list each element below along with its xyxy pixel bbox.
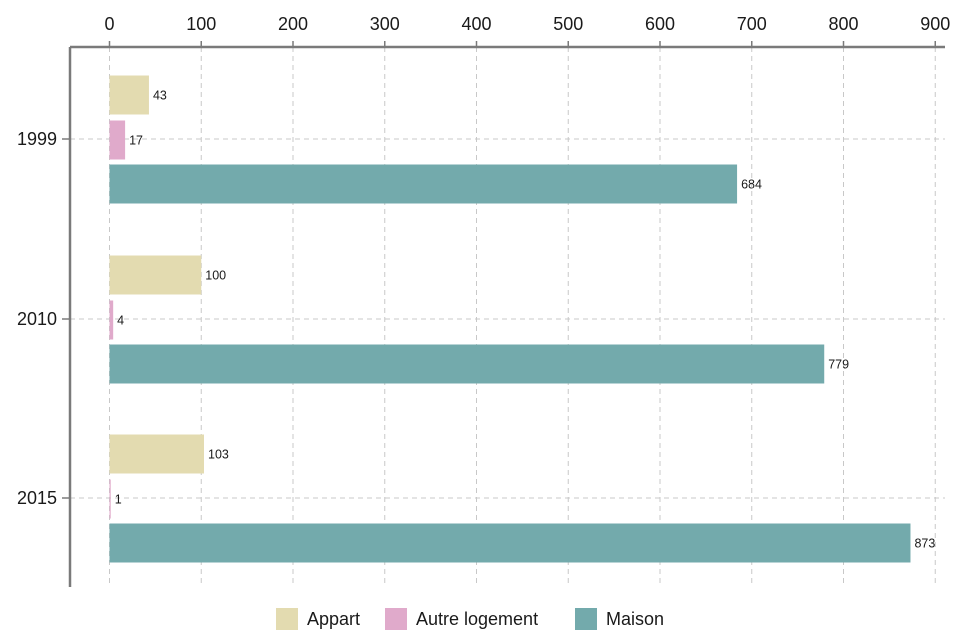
legend-label: Maison (606, 609, 664, 629)
bar-value-label: 1 (115, 493, 122, 507)
bar-value-label: 779 (828, 358, 849, 372)
bar-value-label: 684 (741, 178, 762, 192)
y-tick-label: 1999 (17, 129, 57, 149)
x-tick-label: 200 (278, 14, 308, 34)
bar-value-label: 873 (914, 537, 935, 551)
bar-maison (109, 164, 738, 204)
x-tick-label: 600 (645, 14, 675, 34)
grid (70, 47, 945, 587)
x-tick-label: 100 (186, 14, 216, 34)
y-tick-label: 2015 (17, 488, 57, 508)
legend: Appart Autre logement Maison (276, 608, 664, 630)
y-axis-ticks: 1999 2010 2015 (17, 129, 70, 508)
bar-appart (109, 255, 202, 295)
legend-swatch-appart (276, 608, 298, 630)
x-tick-label: 300 (370, 14, 400, 34)
data-labels: 43 17 684 100 4 779 103 1 873 (115, 89, 936, 551)
bar-maison (109, 523, 911, 563)
legend-label: Autre logement (416, 609, 538, 629)
bar-autre-logement (109, 300, 114, 340)
bar-value-label: 103 (208, 448, 229, 462)
y-tick-label: 2010 (17, 309, 57, 329)
x-tick-label: 700 (737, 14, 767, 34)
bar-value-label: 17 (129, 134, 143, 148)
x-tick-label: 800 (828, 14, 858, 34)
bar-autre-logement (109, 120, 126, 160)
bar-value-label: 4 (117, 314, 124, 328)
bar-value-label: 43 (153, 89, 167, 103)
x-axis-ticks: 0 100 200 300 400 500 600 700 800 900 (104, 14, 950, 47)
legend-swatch-maison (575, 608, 597, 630)
x-tick-label: 500 (553, 14, 583, 34)
legend-swatch-autre-logement (385, 608, 407, 630)
x-tick-label: 0 (104, 14, 114, 34)
bar-maison (109, 344, 825, 384)
bar-autre-logement (109, 479, 111, 519)
legend-label: Appart (307, 609, 360, 629)
x-tick-label: 400 (461, 14, 491, 34)
bar-appart (109, 434, 205, 474)
x-tick-label: 900 (920, 14, 950, 34)
axes (68, 45, 945, 587)
bar-appart (109, 75, 149, 115)
bars (109, 75, 911, 563)
bar-value-label: 100 (205, 269, 226, 283)
